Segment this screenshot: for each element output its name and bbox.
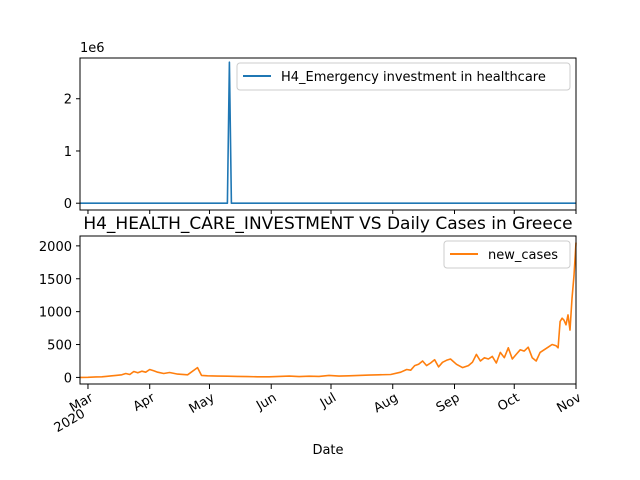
bottom-x-tick-label: Oct (495, 390, 522, 414)
bottom-x-tick-label: Nov (555, 390, 585, 416)
bottom-series-line (79, 242, 577, 379)
top-y-tick-label: 1 (64, 145, 72, 160)
top-panel: 0 1 2 1e6 H4_Emergency investment in healt… (64, 41, 577, 214)
bottom-legend: new_cases (443, 240, 571, 269)
bottom-y-tick-label: 2000 (39, 240, 72, 255)
bottom-x-tick-label: Jul (317, 390, 339, 411)
top-y-tick-label: 2 (64, 93, 72, 108)
top-series-group (80, 61, 576, 204)
top-y-tick-label: 0 (64, 197, 72, 212)
bottom-x-tick-label: May (187, 390, 218, 417)
top-legend-label: H4_Emergency investment in healthcare (281, 70, 546, 85)
top-y-ticks: 0 1 2 (64, 93, 80, 212)
top-legend-box (236, 62, 571, 91)
bottom-chart-title: H4_HEALTH_CARE_INVESTMENT VS Daily Cases… (83, 214, 572, 234)
bottom-x-tick-label: Jun (253, 390, 279, 414)
bottom-y-tick-label: 0 (64, 371, 72, 386)
top-series-line (80, 61, 576, 204)
top-x-ticks (87, 210, 577, 214)
bottom-x-tick-label: Sep (434, 390, 463, 415)
top-y-offset-label: 1e6 (80, 41, 105, 56)
bottom-y-tick-label: 500 (47, 339, 72, 354)
bottom-series-group (79, 242, 577, 379)
top-axes-frame (79, 57, 577, 211)
bottom-x-tick-sublabel: 2020 (52, 406, 88, 436)
bottom-y-ticks: 0 500 1000 1500 2000 (39, 240, 80, 386)
bottom-legend-label: new_cases (488, 248, 558, 263)
bottom-y-tick-label: 1500 (39, 273, 72, 288)
top-legend: H4_Emergency investment in healthcare (236, 62, 571, 91)
bottom-y-tick-label: 1000 (39, 306, 72, 321)
x-axis-label: Date (312, 443, 343, 458)
bottom-x-tick-label: Aug (371, 390, 400, 416)
bottom-x-tick-label: Apr (131, 390, 159, 415)
bottom-axes-frame (79, 235, 577, 385)
bottom-legend-box (443, 240, 571, 269)
bottom-panel: H4_HEALTH_CARE_INVESTMENT VS Daily Cases… (39, 214, 584, 458)
